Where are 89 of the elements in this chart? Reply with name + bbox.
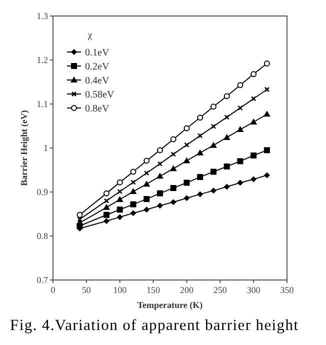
point bbox=[236, 126, 244, 132]
point bbox=[170, 152, 176, 157]
y-tick-label: 1.3 bbox=[36, 11, 48, 21]
point bbox=[130, 188, 137, 194]
point bbox=[210, 124, 216, 130]
point bbox=[130, 180, 136, 185]
x-tick-label: 300 bbox=[246, 285, 261, 295]
x-tick-label: 0 bbox=[50, 285, 56, 295]
legend-label: 0.58eV bbox=[85, 90, 115, 100]
legend-label: 0.8eV bbox=[85, 104, 110, 114]
point bbox=[130, 201, 136, 208]
point bbox=[238, 105, 243, 111]
point bbox=[156, 202, 163, 209]
point bbox=[197, 191, 204, 198]
point bbox=[117, 188, 123, 194]
point bbox=[223, 134, 230, 140]
point bbox=[104, 198, 110, 204]
point bbox=[250, 152, 257, 158]
x-tick-label: 50 bbox=[82, 285, 92, 295]
caption: Fig. 4.Variation of apparent barrier height bbox=[10, 317, 299, 334]
x-tick-label: 350 bbox=[280, 285, 294, 295]
legend-label: 0.1eV bbox=[85, 48, 110, 58]
y-tick-label: 0.7 bbox=[36, 275, 48, 285]
point bbox=[116, 214, 123, 220]
point bbox=[156, 147, 163, 154]
point bbox=[196, 149, 204, 156]
x-tick-label: 250 bbox=[213, 285, 228, 295]
point bbox=[184, 142, 190, 148]
y-tick-label: 1.1 bbox=[36, 99, 48, 109]
point bbox=[264, 172, 270, 178]
point bbox=[170, 185, 176, 192]
point bbox=[250, 118, 258, 125]
legend-label: 0.2eV bbox=[85, 62, 110, 72]
point bbox=[250, 71, 257, 78]
point bbox=[237, 82, 244, 88]
point bbox=[157, 161, 163, 166]
point bbox=[250, 96, 256, 102]
point bbox=[144, 158, 150, 164]
point bbox=[156, 190, 163, 196]
point bbox=[170, 199, 176, 206]
y-tick-label: 1 bbox=[44, 143, 48, 153]
x-tick-label: 100 bbox=[113, 285, 128, 295]
point bbox=[156, 172, 164, 179]
point bbox=[224, 184, 230, 190]
point bbox=[183, 157, 190, 164]
point bbox=[210, 142, 217, 148]
legend-title: χ bbox=[86, 30, 93, 41]
point bbox=[197, 133, 203, 138]
x-tick-label: 200 bbox=[180, 285, 194, 295]
point bbox=[170, 136, 176, 142]
point bbox=[116, 179, 123, 186]
point bbox=[184, 195, 190, 202]
point bbox=[144, 206, 150, 213]
y-tick-label: 1.2 bbox=[36, 55, 48, 65]
point bbox=[237, 180, 244, 186]
y-axis-title: Barrier Height (eV) bbox=[19, 110, 29, 186]
point bbox=[116, 196, 124, 202]
point bbox=[144, 170, 150, 176]
point bbox=[102, 204, 110, 210]
point bbox=[224, 93, 230, 100]
point bbox=[197, 174, 204, 180]
y-tick-label: 0.8 bbox=[36, 231, 48, 241]
point bbox=[116, 206, 123, 213]
legend-label: 0.4eV bbox=[85, 76, 110, 86]
point bbox=[103, 212, 110, 218]
point bbox=[130, 210, 136, 216]
point bbox=[103, 190, 110, 196]
point bbox=[103, 218, 110, 224]
point bbox=[224, 114, 230, 120]
x-tick-label: 150 bbox=[146, 285, 161, 295]
point bbox=[250, 176, 257, 182]
point bbox=[210, 104, 216, 110]
point bbox=[210, 168, 216, 175]
point bbox=[263, 110, 270, 117]
y-tick-label: 0.9 bbox=[36, 187, 48, 197]
point bbox=[170, 165, 177, 172]
point bbox=[197, 114, 204, 121]
point bbox=[76, 212, 83, 218]
point bbox=[237, 158, 244, 164]
point bbox=[264, 60, 270, 67]
point bbox=[143, 180, 150, 187]
point bbox=[144, 196, 150, 202]
point bbox=[210, 188, 216, 194]
point bbox=[130, 168, 136, 175]
point bbox=[184, 125, 190, 132]
point bbox=[224, 163, 230, 170]
x-axis-title: Temperature (K) bbox=[137, 300, 203, 310]
point bbox=[264, 147, 270, 154]
point bbox=[184, 180, 190, 186]
